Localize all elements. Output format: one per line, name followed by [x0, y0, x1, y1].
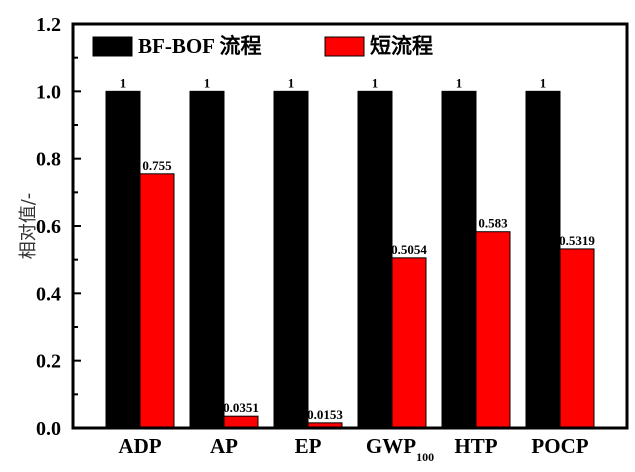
legend-swatch-short	[324, 36, 365, 57]
bar-htp-series-0	[441, 90, 477, 429]
bar-htp-series-1	[475, 231, 511, 429]
value-label: 1	[540, 75, 547, 90]
x-category-label: ADP	[118, 434, 161, 458]
bar-ep-series-0	[273, 90, 309, 429]
legend-label-bf-bof: BF-BOF 流程	[138, 34, 261, 58]
value-label: 0.0351	[223, 400, 259, 415]
bar-ap-series-1	[223, 415, 259, 429]
x-category-label: HTP	[454, 434, 497, 458]
value-label: 0.5054	[391, 242, 427, 257]
y-tick-label: 0.6	[36, 216, 61, 238]
value-label: 0.0153	[307, 407, 343, 422]
bar-pocp-series-0	[525, 90, 561, 429]
x-category-label: POCP	[531, 434, 588, 458]
y-tick-label: 0.4	[36, 283, 61, 305]
x-category-label: EP	[295, 434, 322, 458]
y-axis: 0.0 0.2 0.4 0.6 0.8 1.0 1.2	[36, 14, 81, 440]
x-category-label: AP	[210, 434, 238, 458]
y-tick-label: 0.8	[36, 149, 61, 171]
value-label: 0.5319	[559, 233, 595, 248]
y-axis-label: 相对值/-	[18, 193, 39, 260]
y-tick-label: 1.2	[36, 14, 61, 36]
value-label: 0.755	[142, 158, 172, 173]
y-tick-label: 0.0	[36, 418, 61, 440]
bars-group	[105, 90, 595, 429]
legend: BF-BOF 流程 短流程	[92, 34, 433, 58]
value-label: 1	[120, 75, 127, 90]
value-labels-group: 1 0.755 1 0.0351 1 0.0153 1 0.5054 1 0.583 1 0.5319	[120, 75, 596, 422]
value-label: 0.583	[478, 216, 508, 231]
bar-gwp100-series-1	[391, 257, 427, 429]
bar-gwp100-series-0	[357, 90, 393, 429]
x-axis: ADP AP EP GWP100 HTP POCP	[118, 434, 588, 464]
bar-pocp-series-1	[559, 248, 595, 429]
value-label: 1	[288, 75, 295, 90]
bar-adp-series-1	[139, 173, 175, 429]
bar-adp-series-0	[105, 90, 141, 429]
value-label: 1	[372, 75, 379, 90]
value-label: 1	[456, 75, 463, 90]
legend-label-short: 短流程	[370, 34, 433, 58]
legend-swatch-bf-bof	[92, 36, 133, 57]
y-tick-label: 1.0	[36, 81, 61, 103]
x-category-label: GWP100	[366, 434, 434, 464]
value-label: 1	[204, 75, 211, 90]
y-tick-label: 0.2	[36, 351, 61, 373]
bar-ap-series-0	[189, 90, 225, 429]
